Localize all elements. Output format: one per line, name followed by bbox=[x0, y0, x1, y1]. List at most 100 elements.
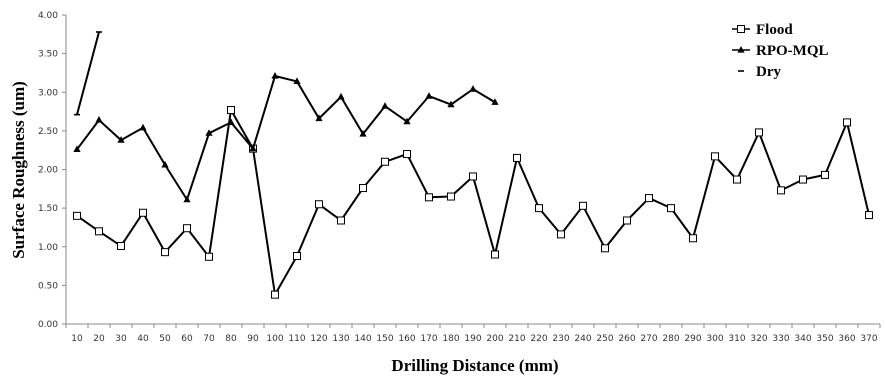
flood-point bbox=[601, 244, 609, 253]
rpo-mql-point bbox=[737, 46, 745, 53]
flood-point bbox=[689, 234, 697, 243]
legend-item-flood: Flood bbox=[732, 22, 793, 38]
y-axis-title: Surface Roughness (um) bbox=[9, 81, 28, 259]
rpo-mql-point bbox=[205, 129, 213, 136]
x-tick-label: 50 bbox=[159, 334, 171, 344]
rpo-mql-point bbox=[139, 123, 147, 131]
flood-point bbox=[799, 175, 807, 184]
x-tick-label: 280 bbox=[662, 334, 679, 344]
flood-point bbox=[733, 175, 741, 184]
x-tick-label: 290 bbox=[684, 334, 701, 344]
flood-point bbox=[579, 201, 587, 210]
legend-item-rpo-mql: RPO-MQL bbox=[732, 43, 829, 59]
flood-point bbox=[447, 192, 455, 201]
rpo-mql-point bbox=[117, 136, 125, 143]
y-tick-label: 2.00 bbox=[38, 166, 58, 176]
x-tick-label: 260 bbox=[618, 334, 635, 344]
flood-point bbox=[755, 128, 763, 137]
rpo-mql-series bbox=[73, 72, 499, 203]
x-tick-label: 270 bbox=[640, 334, 657, 344]
rpo-mql-point bbox=[73, 145, 81, 153]
x-tick-label: 150 bbox=[376, 334, 393, 344]
x-tick-label: 30 bbox=[115, 334, 127, 344]
x-tick-label: 140 bbox=[354, 334, 371, 344]
x-tick-label: 200 bbox=[486, 334, 503, 344]
rpo-mql-line bbox=[76, 75, 496, 201]
rpo-mql-point bbox=[491, 98, 499, 105]
legend: Flood RPO-MQL Dry bbox=[732, 22, 829, 80]
flood-point bbox=[183, 224, 191, 233]
x-tick-label: 360 bbox=[838, 334, 855, 344]
rpo-mql-point bbox=[447, 100, 455, 108]
x-tick-label: 250 bbox=[596, 334, 613, 344]
x-tick-label: 300 bbox=[706, 334, 723, 344]
flood-point bbox=[865, 211, 873, 220]
rpo-mql-point bbox=[271, 72, 279, 79]
flood-point bbox=[777, 186, 785, 195]
rpo-mql-point bbox=[469, 85, 477, 92]
rpo-mql-point bbox=[403, 117, 411, 125]
x-tick-label: 80 bbox=[225, 334, 237, 344]
flood-point bbox=[95, 227, 103, 236]
flood-point bbox=[73, 211, 81, 220]
x-tick-label: 350 bbox=[816, 334, 833, 344]
rpo-mql-point bbox=[337, 92, 345, 100]
flood-point bbox=[205, 252, 213, 261]
flood-series bbox=[73, 106, 873, 299]
x-tick-label: 210 bbox=[508, 334, 525, 344]
flood-point bbox=[737, 25, 745, 33]
flood-line bbox=[76, 109, 870, 296]
flood-point bbox=[315, 200, 323, 209]
flood-point bbox=[227, 106, 235, 115]
flood-point bbox=[821, 170, 829, 179]
flood-point bbox=[513, 153, 521, 162]
y-tick-label: 0.00 bbox=[38, 320, 58, 330]
flood-point bbox=[293, 252, 301, 261]
flood-point bbox=[535, 204, 543, 213]
flood-point bbox=[557, 230, 565, 239]
x-tick-label: 60 bbox=[181, 334, 193, 344]
plot-series bbox=[73, 31, 873, 299]
x-tick-label: 100 bbox=[266, 334, 283, 344]
x-tick-label: 120 bbox=[310, 334, 327, 344]
rpo-mql-point bbox=[315, 114, 323, 122]
rpo-mql-point bbox=[183, 195, 191, 203]
flood-point bbox=[337, 216, 345, 225]
flood-point bbox=[645, 194, 653, 203]
flood-point bbox=[403, 150, 411, 159]
x-tick-label: 160 bbox=[398, 334, 415, 344]
rpo-mql-point bbox=[161, 160, 169, 168]
x-tick-label: 320 bbox=[750, 334, 767, 344]
x-tick-label: 230 bbox=[552, 334, 569, 344]
flood-point bbox=[359, 184, 367, 193]
legend-label: Dry bbox=[756, 64, 781, 80]
x-tick-label: 20 bbox=[93, 334, 105, 344]
x-tick-label: 310 bbox=[728, 334, 745, 344]
x-tick-label: 70 bbox=[203, 334, 215, 344]
flood-point bbox=[491, 250, 499, 259]
x-tick-label: 220 bbox=[530, 334, 547, 344]
rpo-mql-point bbox=[227, 118, 235, 125]
rpo-mql-point bbox=[359, 129, 367, 137]
y-tick-label: 2.50 bbox=[38, 127, 58, 137]
y-tick-label: 3.00 bbox=[38, 88, 58, 98]
legend-item-dry: Dry bbox=[738, 64, 781, 80]
y-tick-label: 3.50 bbox=[38, 50, 58, 60]
rpo-mql-point bbox=[249, 144, 257, 152]
flood-point bbox=[381, 157, 389, 166]
y-tick-label: 1.00 bbox=[38, 243, 58, 253]
rpo-mql-point bbox=[425, 92, 433, 99]
y-tick-label: 4.00 bbox=[38, 11, 58, 21]
rpo-mql-point bbox=[381, 102, 389, 109]
x-tick-label: 40 bbox=[137, 334, 149, 344]
y-tick-label: 0.50 bbox=[38, 281, 58, 291]
legend-label: Flood bbox=[756, 22, 793, 38]
x-tick-label: 90 bbox=[247, 334, 259, 344]
y-tick-label: 1.50 bbox=[38, 204, 58, 214]
flood-point bbox=[425, 193, 433, 202]
flood-point bbox=[843, 118, 851, 127]
x-tick-label: 370 bbox=[860, 334, 877, 344]
x-tick-label: 170 bbox=[420, 334, 437, 344]
x-tick-label: 330 bbox=[772, 334, 789, 344]
